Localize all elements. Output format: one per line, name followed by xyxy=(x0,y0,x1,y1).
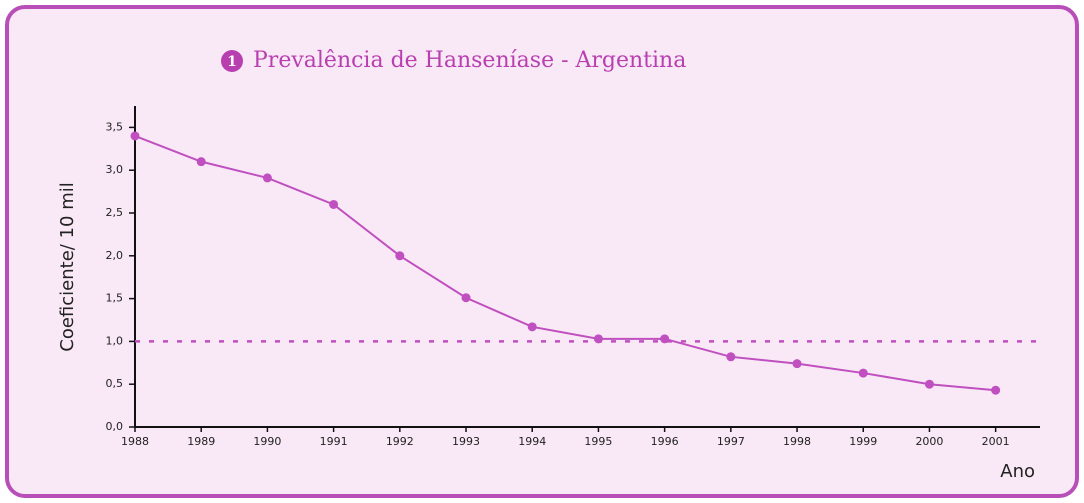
y-tick-label: 1,0 xyxy=(106,334,124,347)
data-point xyxy=(527,322,537,332)
data-point xyxy=(593,334,603,344)
y-tick-label: 3,0 xyxy=(106,163,124,176)
data-point xyxy=(726,352,736,362)
data-point xyxy=(196,157,206,167)
x-tick-label: 1988 xyxy=(121,435,149,448)
data-point xyxy=(660,334,670,344)
x-tick-label: 1990 xyxy=(253,435,281,448)
x-axis-label: Ano xyxy=(1000,461,1035,482)
y-tick-label: 0,5 xyxy=(106,377,124,390)
title-marker: 1 xyxy=(227,54,237,70)
x-tick-label: 1996 xyxy=(651,435,679,448)
y-axis-label: Coeficiente/ 10 mil xyxy=(57,182,78,351)
data-point xyxy=(461,293,471,303)
x-tick-label: 1998 xyxy=(783,435,811,448)
x-tick-label: 1994 xyxy=(518,435,546,448)
chart-title: Prevalência de Hanseníase - Argentina xyxy=(253,48,686,73)
x-tick-label: 2000 xyxy=(915,435,943,448)
x-tick-label: 1991 xyxy=(320,435,348,448)
data-point xyxy=(924,379,934,389)
data-point xyxy=(395,251,405,261)
data-point xyxy=(329,199,339,209)
data-point xyxy=(991,385,1001,395)
x-tick-label: 1999 xyxy=(849,435,877,448)
x-tick-label: 1997 xyxy=(717,435,745,448)
frame xyxy=(5,5,1079,498)
y-tick-label: 2,5 xyxy=(106,206,124,219)
x-tick-label: 1992 xyxy=(386,435,414,448)
x-tick-label: 1995 xyxy=(584,435,612,448)
x-tick-label: 2001 xyxy=(982,435,1010,448)
data-point xyxy=(858,368,868,378)
data-point xyxy=(262,173,272,183)
y-tick-label: 2,0 xyxy=(106,249,124,262)
series-line xyxy=(134,135,996,392)
y-tick-label: 1,5 xyxy=(106,292,124,305)
x-tick-label: 1993 xyxy=(452,435,480,448)
x-tick-label: 1989 xyxy=(187,435,215,448)
y-tick-label: 0,0 xyxy=(106,420,124,433)
data-point xyxy=(130,131,140,141)
data-point xyxy=(792,359,802,369)
y-tick-label: 3,5 xyxy=(106,120,124,133)
title-marker-bg xyxy=(221,50,243,72)
